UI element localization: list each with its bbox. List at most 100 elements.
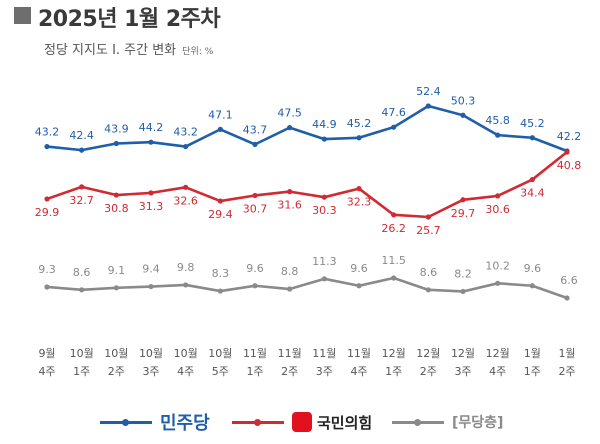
data-point (495, 193, 501, 199)
data-label: 30.6 (485, 203, 510, 216)
legend-label-independent: [무당층] (452, 415, 504, 431)
data-label: 30.7 (243, 202, 268, 215)
data-point (148, 139, 154, 145)
legend-label-ppp: 국민의힘 (317, 413, 373, 432)
x-tick-label: 1주 (385, 365, 402, 378)
data-point (217, 288, 223, 294)
data-label: 52.4 (416, 85, 441, 98)
x-tick-label: 11월 (312, 347, 336, 360)
data-point (79, 287, 85, 293)
x-tick-label: 10월 (70, 347, 94, 360)
data-label: 43.2 (35, 126, 60, 139)
data-label: 50.3 (451, 94, 476, 107)
data-point (391, 275, 397, 281)
data-label: 47.6 (381, 106, 406, 119)
data-point (113, 192, 119, 198)
data-label: 32.3 (347, 196, 372, 209)
x-tick-label: 11월 (347, 347, 371, 360)
data-point (113, 140, 119, 147)
data-label: 40.8 (557, 159, 582, 172)
data-label: 47.5 (277, 107, 302, 120)
data-label: 8.2 (454, 267, 472, 280)
x-tick-label: 3주 (454, 365, 471, 378)
legend-item-independent: [무당층] (392, 404, 503, 440)
data-label: 45.8 (485, 114, 510, 127)
data-point (425, 287, 431, 293)
page-title: 2025년 1월 2주차 (38, 7, 221, 32)
x-tick-label: 2주 (108, 365, 125, 378)
data-label: 30.8 (104, 202, 129, 215)
line-chart: 43.2 42.4 43.9 44.2 43.2 47.1 43.7 47.5 44.9 45.2… (35, 85, 582, 378)
data-label: 43.7 (243, 123, 268, 136)
legend-item-ppp: 국민의힘 (232, 404, 372, 440)
data-label: 43.9 (104, 123, 129, 136)
data-label: 11.5 (381, 254, 406, 267)
data-label: 25.7 (416, 224, 441, 237)
data-point (529, 176, 535, 183)
data-point (321, 136, 327, 142)
data-point (425, 103, 431, 109)
x-tick-label: 12월 (382, 347, 406, 360)
data-label: 42.4 (69, 129, 94, 142)
data-point (79, 147, 85, 153)
x-tick-label: 2주 (558, 365, 575, 378)
x-tick-label: 12월 (416, 347, 440, 360)
series-line-0 (45, 104, 569, 153)
data-point (252, 141, 258, 147)
x-tick-label: 3주 (142, 365, 159, 378)
x-tick-label: 12월 (451, 347, 475, 360)
data-label: 9.8 (177, 261, 195, 274)
data-label: 9.6 (350, 262, 368, 275)
x-tick-label: 1주 (73, 365, 90, 378)
x-tick-label: 10월 (139, 347, 163, 360)
x-tick-label: 1주 (524, 365, 541, 378)
chart-legend: 민주당 국민의힘 [무당층] (0, 404, 600, 440)
data-label: 45.2 (520, 117, 545, 130)
legend-line-ppp (232, 418, 284, 426)
data-label: 44.2 (139, 121, 164, 134)
data-label: 31.6 (277, 199, 302, 212)
x-tick-label: 12월 (486, 347, 510, 360)
data-point (113, 285, 119, 291)
data-label: 43.2 (173, 126, 198, 139)
data-point (287, 189, 293, 195)
data-point (321, 194, 327, 200)
x-tick-label: 2주 (420, 365, 437, 378)
data-label: 32.7 (69, 194, 94, 207)
series-line-1 (45, 150, 569, 219)
data-label: 34.4 (520, 187, 545, 200)
data-point (44, 196, 50, 202)
data-label: 9.4 (142, 263, 160, 276)
subtitle-text: 정당 지지도 Ⅰ. 주간 변화 (44, 43, 177, 58)
x-tick-label: 11월 (278, 347, 302, 360)
data-point (44, 143, 50, 150)
data-point (217, 126, 223, 132)
data-point (529, 283, 535, 289)
chart-subtitle: 정당 지지도 Ⅰ. 주간 변화 단위: % (44, 39, 213, 58)
data-point (460, 288, 466, 295)
data-label: 9.3 (38, 263, 56, 276)
x-tick-label: 1월 (524, 347, 541, 360)
data-label: 26.2 (381, 222, 406, 235)
unit-label: 단위: % (182, 47, 214, 57)
x-tick-label: 3주 (316, 365, 333, 378)
data-point (252, 192, 258, 199)
data-label: 29.7 (451, 207, 476, 220)
data-point (183, 282, 189, 288)
data-point (321, 276, 327, 282)
data-point (495, 280, 501, 286)
legend-item-democratic: 민주당 (100, 404, 210, 440)
data-point (183, 143, 189, 150)
data-label: 44.9 (312, 118, 337, 131)
x-tick-label: 5주 (212, 365, 229, 378)
x-tick-label: 10월 (174, 347, 198, 360)
data-label: 32.6 (173, 194, 198, 207)
data-point (148, 190, 154, 196)
data-label: 11.3 (312, 255, 337, 268)
data-point (287, 286, 293, 292)
data-point (44, 284, 50, 290)
data-point (460, 197, 466, 203)
data-label: 42.2 (557, 130, 582, 143)
data-point (252, 283, 258, 289)
data-point (460, 112, 466, 118)
